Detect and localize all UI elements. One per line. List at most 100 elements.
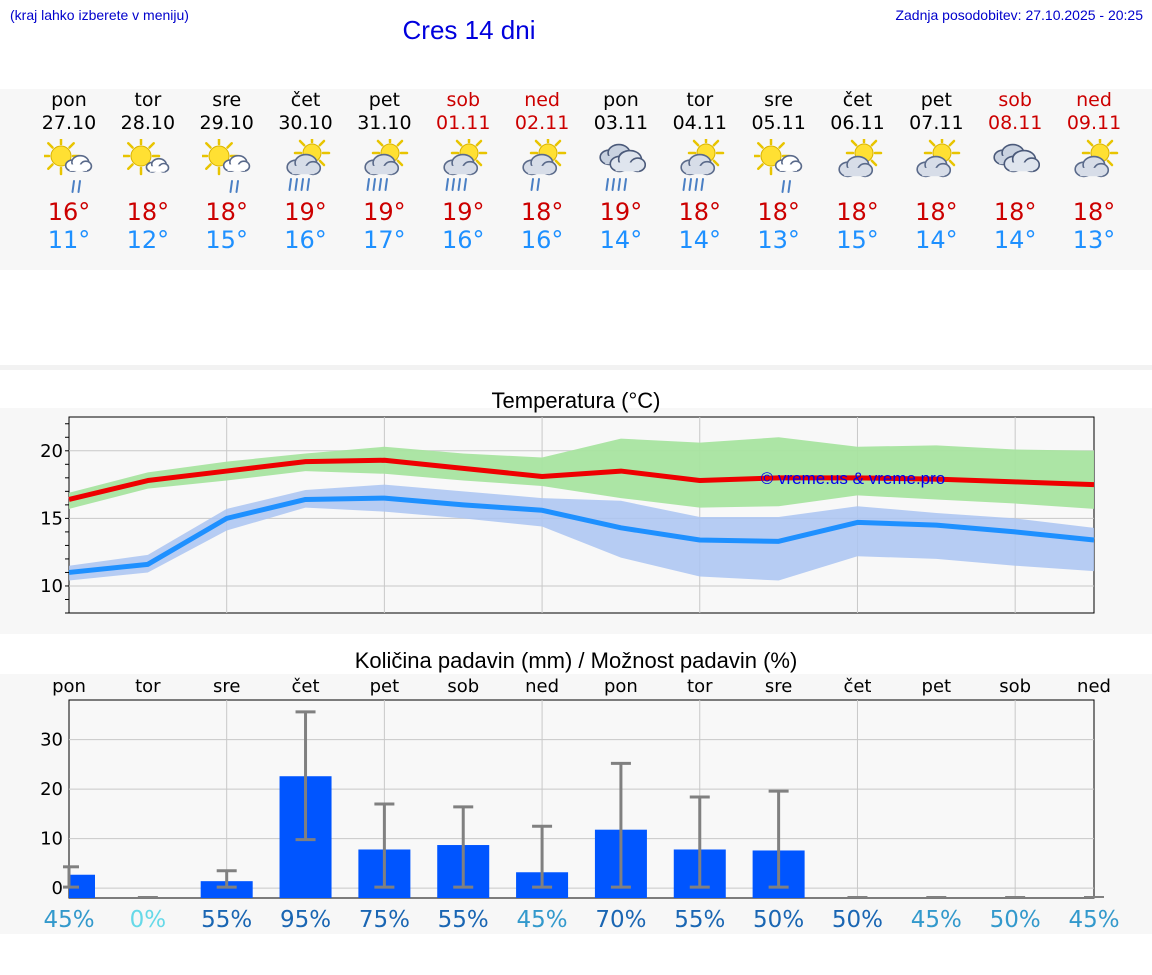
sun-small-cloud-icon [122,139,170,176]
min-temperature: 17° [363,226,406,254]
cloud-sun-icon [1074,139,1119,178]
cloud-sun-icon [916,139,961,178]
max-temperature: 19° [363,198,406,226]
day-date: 04.11 [672,112,727,134]
day-date: 31.10 [357,112,412,134]
day-date: 30.10 [278,112,333,134]
page-title: Cres 14 dni [402,15,536,45]
overcast-rain-icon [599,143,646,191]
precipitation-probability: 45% [911,907,962,933]
x-tick-label: sre [213,676,240,697]
sun-cloud-light-rain-icon [201,139,250,193]
day-name: ned [1076,89,1112,111]
day-name: sre [764,89,794,111]
day-date: 28.10 [120,112,176,134]
day-date: 03.11 [593,112,649,134]
x-tick-label: pet [922,676,952,697]
min-temperature-line [68,495,1095,575]
min-temperature: 16° [441,226,485,254]
day-name: ned [524,89,560,111]
day-date: 01.11 [436,112,491,134]
overcast-icon [993,143,1041,173]
min-temperature: 16° [284,226,327,254]
min-temperature: 15° [205,226,248,254]
max-temperature: 18° [205,198,248,226]
precipitation-bar [69,874,95,898]
max-temperature-line [68,457,1095,502]
max-temperature: 19° [284,198,327,226]
day-name: čet [842,89,873,111]
day-date: 08.11 [987,112,1043,134]
x-tick-label: čet [292,676,320,697]
x-tick-label: ned [1077,676,1111,697]
precipitation-probability: 0% [130,907,167,933]
y-tick-label: 10 [40,829,63,850]
precipitation-probability: 45% [517,907,568,933]
min-temperature: 14° [599,226,643,254]
max-temperature: 16° [47,198,91,226]
precipitation-probability: 55% [674,907,725,933]
day-date: 05.11 [751,112,806,134]
x-tick-label: sob [999,676,1031,697]
precipitation-probability: 70% [595,907,646,933]
plot-area [68,699,1095,899]
day-name: sob [998,89,1032,111]
x-tick-label: sob [447,676,479,697]
x-tick-label: tor [135,676,161,697]
precipitation-bar [200,881,253,898]
separator [0,365,1152,370]
min-temperature: 13° [757,226,800,254]
cloud-sun-rain-icon [364,139,409,191]
day-date: 09.11 [1066,112,1122,134]
sun-cloud-light-rain-icon [753,139,802,193]
y-tick-label: 20 [40,441,63,462]
x-tick-label: pon [604,676,638,697]
day-name: pon [51,89,87,111]
x-tick-label: ned [525,676,559,697]
x-tick-label: pon [52,676,86,697]
y-tick-label: 0 [52,878,63,899]
min-temperature: 14° [678,226,722,254]
cloud-sun-rain-icon [680,139,725,191]
precipitation-probability: 45% [43,907,94,933]
min-temperature: 14° [915,226,958,254]
x-tick-label: tor [687,676,713,697]
min-temperature: 11° [47,226,91,254]
day-name: tor [686,89,714,111]
precipitation-chart: 0 10 20 30 pon tor sre čet pet sob ned pon tor sre čet… [40,676,1119,933]
location-hint: (kraj lahko izberete v meniju) [10,7,189,23]
day-name: pet [368,89,400,111]
day-name: sob [446,89,481,111]
precipitation-probability: 95% [280,907,331,933]
min-temperature: 14° [993,226,1037,254]
precipitation-probability: 75% [359,907,410,933]
temperature-chart-title: Temperatura (°C) [491,388,661,413]
min-temperature: 13° [1072,226,1116,254]
precipitation-probability: 55% [201,907,252,933]
cloud-sun-rain-icon [285,139,330,191]
cloud-sun-rain-icon [443,139,488,191]
day-date: 27.10 [41,112,97,134]
day-name: čet [290,89,321,111]
day-name: sre [212,89,242,111]
x-tick-label: sre [765,676,792,697]
day-date: 07.11 [909,112,964,134]
x-tick-label: pet [370,676,400,697]
y-tick-label: 10 [40,576,63,597]
max-temperature: 18° [678,198,722,226]
precipitation-probability: 50% [753,907,804,933]
y-tick-label: 20 [40,779,63,800]
min-temperature: 12° [126,226,170,254]
x-tick-label: čet [843,676,871,697]
last-updated: Zadnja posodobitev: 27.10.2025 - 20:25 [895,7,1143,23]
cloud-sun-light-rain-icon [522,139,567,191]
precipitation-probability: 50% [832,907,883,933]
day-date: 02.11 [514,112,570,134]
y-tick-label: 15 [40,508,63,529]
day-name: tor [134,89,162,111]
precipitation-probability: 50% [990,907,1041,933]
precipitation-probability: 45% [1068,907,1119,933]
max-temperature: 18° [993,198,1037,226]
min-temperature: 16° [520,226,564,254]
max-temperature: 18° [520,198,564,226]
